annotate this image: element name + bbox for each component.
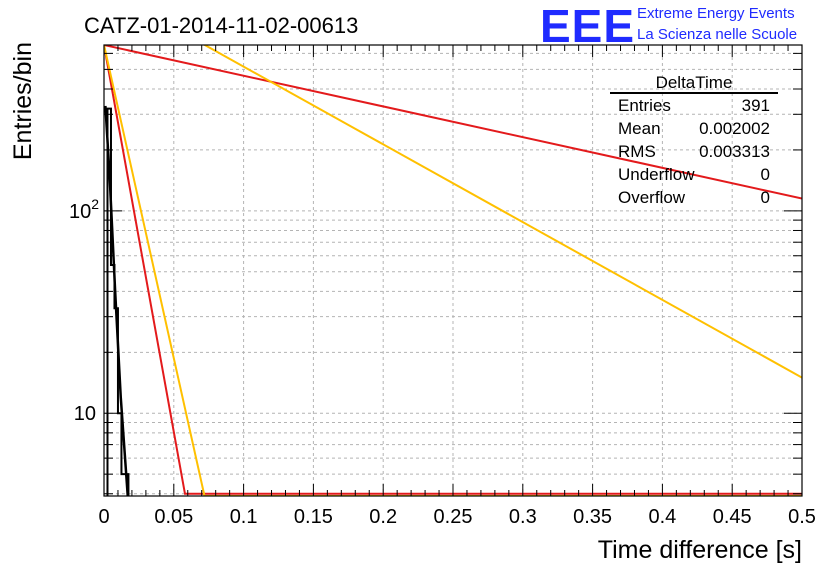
plot-frame-background — [104, 45, 802, 496]
x-axis-title: Time difference [s] — [598, 536, 802, 564]
stats-value-entries: 391 — [742, 96, 770, 115]
stats-title: DeltaTime — [656, 73, 733, 92]
y-tick-label: 102 — [69, 196, 99, 223]
fit-lines-layer — [104, 45, 802, 496]
stats-value-mean: 0.002002 — [699, 119, 770, 138]
stats-value-overflow: 0 — [761, 188, 770, 207]
y-axis-title: Entries/bin — [9, 42, 37, 160]
stats-label-mean: Mean — [618, 119, 661, 138]
stats-label-overflow: Overflow — [618, 188, 686, 207]
stats-label-entries: Entries — [618, 96, 671, 115]
logo-caption-line2: La Scienza nelle Scuole — [637, 26, 797, 43]
x-tick-label: 0.4 — [648, 506, 676, 528]
stats-box: DeltaTime Entries 391 Mean 0.002002 RMS … — [610, 73, 778, 207]
x-tick-label: 0.2 — [369, 506, 397, 528]
logo-caption-line1: Extreme Energy Events — [637, 5, 795, 22]
x-tick-label: 0.15 — [294, 506, 333, 528]
histogram-layer — [104, 105, 130, 496]
stats-value-underflow: 0 — [761, 165, 770, 184]
x-tick-label: 0.5 — [788, 506, 816, 528]
histogram-fit-curve — [104, 105, 129, 496]
stats-label-underflow: Underflow — [618, 165, 695, 184]
chart-title: CATZ-01-2014-11-02-00613 — [84, 13, 358, 38]
stats-label-rms: RMS — [618, 142, 656, 161]
x-tick-label: 0.3 — [509, 506, 537, 528]
fit-line-yellow-2 — [104, 45, 802, 496]
x-tick-label: 0.1 — [230, 506, 258, 528]
stats-value-rms: 0.003313 — [699, 142, 770, 161]
x-tick-label: 0 — [98, 506, 109, 528]
x-tick-label: 0.35 — [573, 506, 612, 528]
x-tick-label: 0.25 — [434, 506, 473, 528]
fit-line-red-0 — [104, 45, 802, 495]
x-tick-label: 0.45 — [713, 506, 752, 528]
eee-logo: EEE — [540, 0, 635, 52]
y-tick-label: 10 — [74, 403, 96, 425]
plot-frame — [103, 44, 803, 497]
x-tick-label: 0.05 — [154, 506, 193, 528]
tick-labels: 0 0.05 0.1 0.15 0.2 0.25 0.3 0.35 0.4 0.45 0.5 10 10… — [69, 196, 816, 528]
fit-line-red-1 — [104, 45, 802, 200]
fit-line-yellow-3 — [202, 45, 802, 379]
